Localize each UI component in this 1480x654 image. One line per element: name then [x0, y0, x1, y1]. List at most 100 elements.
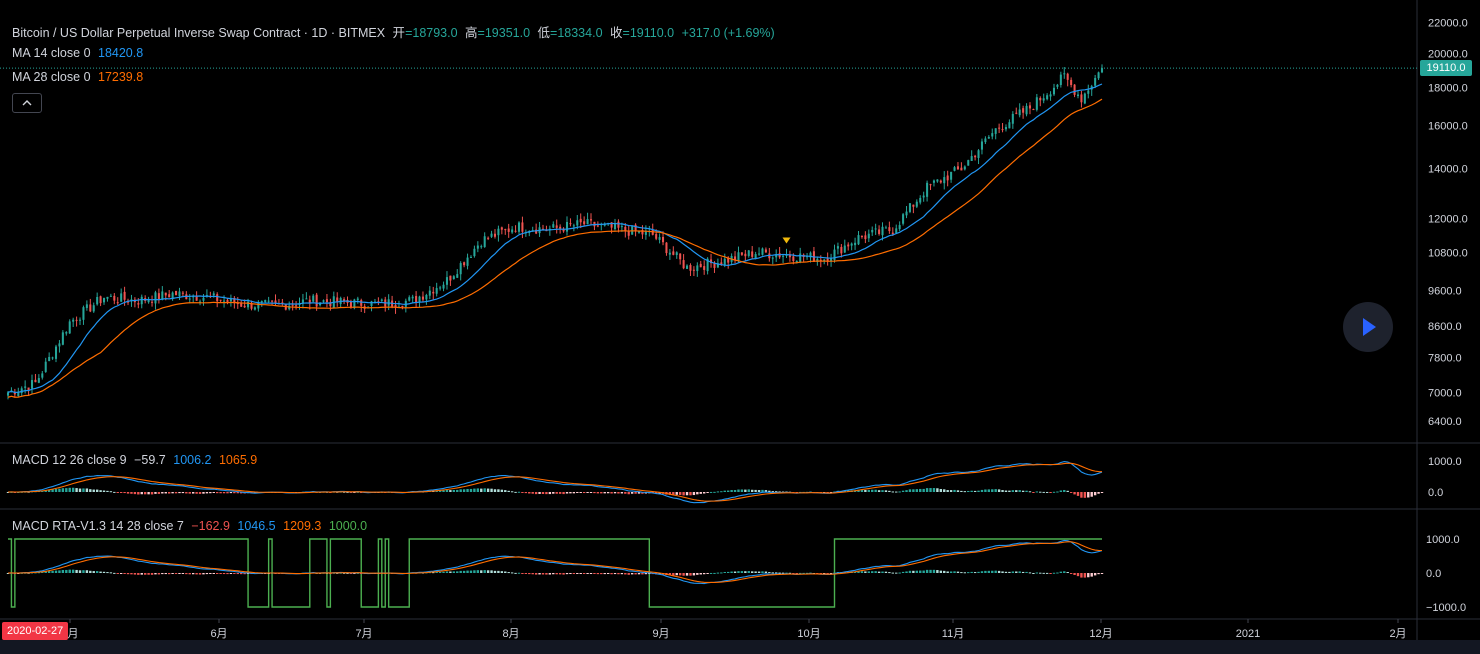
price-tick-label: 7000.0 [1428, 387, 1462, 399]
macd-rta-histogram-bar [521, 573, 524, 574]
candle-body [325, 299, 328, 303]
candle-body [1025, 105, 1028, 115]
candle-body [548, 228, 551, 230]
macd-histogram-bar [984, 489, 987, 492]
candle-body [627, 231, 630, 236]
ma14-legend[interactable]: MA 14 close 0 18420.8 [12, 46, 147, 60]
candle-body [1070, 79, 1073, 86]
macd-histogram-bar [949, 490, 953, 492]
macd-rta-histogram-bar [1025, 571, 1028, 573]
candle-body [1011, 113, 1014, 124]
ohlc-high-value: =19351.0 [477, 26, 531, 40]
macd-rta-hist-value: −162.9 [191, 519, 230, 533]
ma14-label: MA 14 close 0 [12, 46, 91, 60]
macd-histogram-bar [1087, 492, 1090, 498]
ohlc-low: 低=18334.0 [538, 26, 603, 40]
candle-body [991, 133, 994, 137]
candle-body [963, 166, 966, 170]
macd-histogram-bar [452, 489, 456, 492]
candle-body [840, 246, 843, 254]
macd-histogram-bar [548, 492, 552, 495]
ma28-label: MA 28 close 0 [12, 70, 91, 84]
macd-rta-histogram-bar [596, 573, 600, 575]
macd-histogram-bar [908, 489, 912, 492]
macd-rta-histogram-bar [702, 573, 706, 575]
candle-body [511, 229, 514, 233]
macd-rta-legend[interactable]: MACD RTA-V1.3 14 28 close 7 −162.9 1046.… [12, 519, 371, 533]
candle-body [956, 166, 959, 170]
candle-body [926, 182, 929, 197]
candle-body [415, 296, 418, 303]
candle-body [329, 302, 332, 307]
macd-rta-histogram-bar [620, 573, 624, 575]
macd-rta-macd-line [7, 539, 1103, 585]
macd-rta-histogram-bar [432, 572, 435, 574]
candle-body [493, 233, 497, 237]
macd-histogram-bar [555, 492, 558, 494]
collapse-legend-button[interactable] [12, 93, 42, 113]
candle-body [826, 258, 829, 262]
candle-body [483, 236, 486, 247]
price-tick-label: 9600.0 [1428, 285, 1462, 297]
candle-body [655, 234, 658, 239]
candle-body [696, 265, 699, 272]
candle-body [54, 346, 58, 359]
macd-rta-histogram-bar [126, 573, 130, 575]
candle-body [1094, 77, 1097, 86]
macd-rta-histogram-bar [977, 571, 980, 573]
candle-body [922, 195, 925, 198]
candle-body [517, 222, 521, 232]
macd-rta-histogram-bar [528, 573, 531, 575]
macd-rta-histogram-bar [1021, 571, 1025, 573]
macd-rta-histogram-bar [997, 570, 1001, 573]
macd-legend[interactable]: MACD 12 26 close 9 −59.7 1006.2 1065.9 [12, 453, 261, 467]
macd-rta-histogram-bar [445, 571, 449, 573]
candle-body [243, 305, 246, 308]
candle-body [411, 296, 414, 299]
candle-body [843, 245, 846, 253]
macd-rta-histogram-bar [130, 573, 133, 575]
macd-rta-histogram-bar [912, 570, 915, 573]
macd-rta-histogram-bar [775, 572, 778, 574]
macd-rta-step-line [8, 538, 1102, 608]
macd-histogram-bar [85, 488, 89, 492]
macd-histogram-bar [356, 491, 360, 493]
candle-body [555, 225, 558, 228]
candle-body [195, 295, 198, 301]
macd-histogram-bar [473, 488, 476, 492]
macd-rta-histogram-bar [233, 573, 236, 574]
candle-body [658, 237, 661, 240]
macd-histogram-bar [764, 490, 768, 492]
candle-body [898, 225, 901, 230]
macd-rta-histogram-bar [781, 572, 785, 574]
macd-rta-histogram-bar [668, 573, 672, 576]
macd-rta-histogram-bar [603, 573, 606, 575]
macd-rta-histogram-bar [788, 572, 792, 574]
macd-histogram-bar [991, 489, 994, 492]
replay-play-button[interactable] [1343, 302, 1393, 352]
candle-body [370, 301, 373, 306]
candle-body [247, 301, 250, 308]
macd-histogram-bar [654, 492, 658, 494]
macd-rta-label: MACD RTA-V1.3 14 28 close 7 [12, 519, 184, 533]
macd-rta-histogram-bar [925, 569, 929, 573]
macd-rta-histogram-bar [888, 572, 891, 574]
macd-histogram-bar [507, 490, 510, 492]
macd-rta-histogram-bar [188, 573, 191, 575]
macd-rta-histogram-bar [606, 573, 610, 575]
candle-body [744, 253, 747, 257]
macd-histogram-bar [178, 492, 181, 494]
candle-body [679, 253, 682, 260]
candle-body [514, 230, 517, 232]
macd-histogram-bar [185, 492, 188, 494]
macd-histogram-bar [689, 492, 692, 496]
candle-body [967, 160, 970, 166]
ma28-legend[interactable]: MA 28 close 0 17239.8 [12, 70, 147, 84]
macd-rta-histogram-bar [984, 570, 987, 573]
macd-histogram-bar [1100, 492, 1104, 493]
time-tick-label: 12月 [1089, 628, 1112, 640]
macd-rta-histogram-bar [507, 572, 510, 574]
macd-histogram-bar [641, 492, 644, 494]
